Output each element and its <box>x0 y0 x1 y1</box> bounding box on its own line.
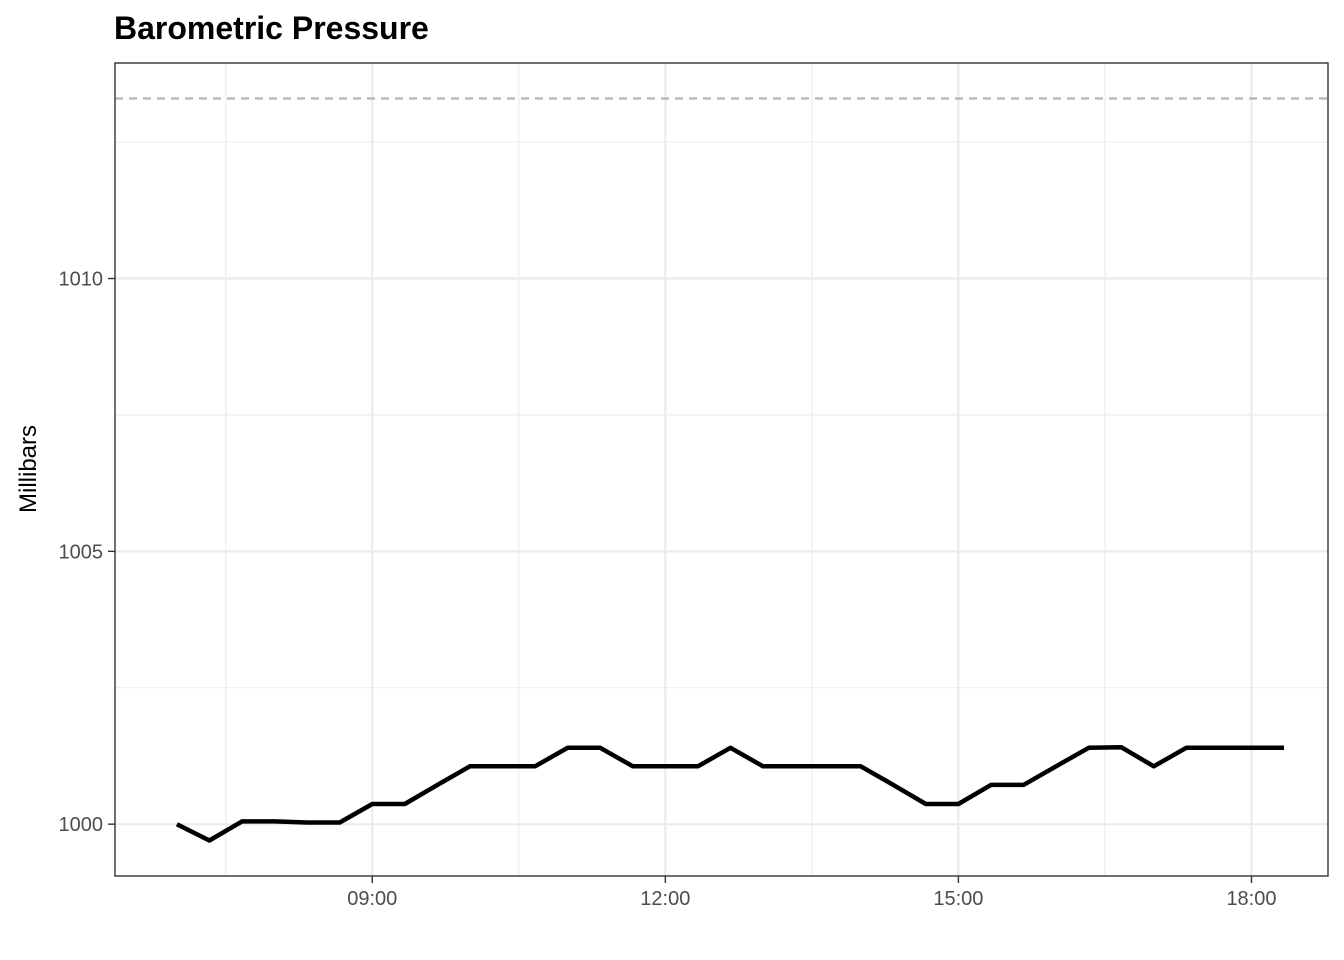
panel-border <box>114 62 1329 877</box>
plot-area: 09:00 12:00 15:00 18:00 1000 1005 1010 <box>59 62 1329 910</box>
x-tick-label: 12:00 <box>640 888 690 910</box>
y-tick-label: 1010 <box>59 269 104 291</box>
x-tick-label: 15:00 <box>933 888 983 910</box>
y-tick-label: 1005 <box>59 541 104 563</box>
chart-title: Barometric Pressure <box>114 10 429 46</box>
panel-background <box>115 63 1328 876</box>
y-axis-label: Millibars <box>15 425 42 513</box>
series-line <box>175 744 1284 843</box>
x-tick-label: 09:00 <box>347 888 397 910</box>
x-tick-label: 18:00 <box>1226 888 1276 910</box>
y-tick-label: 1000 <box>59 814 104 836</box>
